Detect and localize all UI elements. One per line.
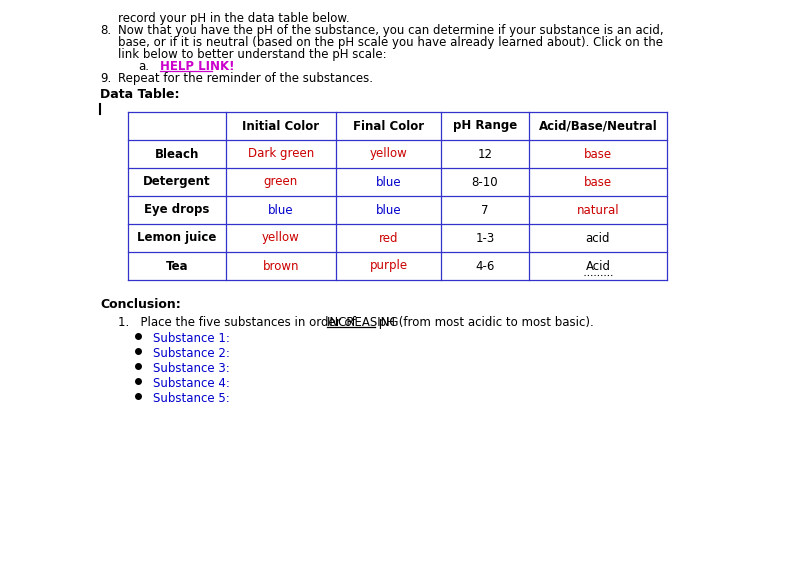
Text: record your pH in the data table below.: record your pH in the data table below. [118, 12, 350, 25]
Text: 8-10: 8-10 [472, 176, 498, 189]
Text: Lemon juice: Lemon juice [138, 231, 217, 245]
Text: Final Color: Final Color [353, 120, 424, 133]
Text: 7: 7 [482, 203, 489, 217]
Text: Initial Color: Initial Color [242, 120, 319, 133]
Text: base: base [584, 176, 612, 189]
Text: 12: 12 [478, 148, 493, 161]
Text: Bleach: Bleach [155, 148, 199, 161]
Text: Conclusion:: Conclusion: [100, 298, 181, 311]
Text: INCREASING: INCREASING [326, 316, 399, 329]
Text: pH Range: pH Range [453, 120, 517, 133]
Text: Data Table:: Data Table: [100, 88, 179, 101]
Text: base, or if it is neutral (based on the pH scale you have already learned about): base, or if it is neutral (based on the … [118, 36, 663, 49]
Text: base: base [584, 148, 612, 161]
Text: Substance 2:: Substance 2: [153, 347, 230, 360]
Text: 1-3: 1-3 [475, 231, 494, 245]
Text: 9.: 9. [100, 72, 111, 85]
Text: Substance 3:: Substance 3: [153, 362, 230, 375]
Text: red: red [378, 231, 398, 245]
Text: Acid/Base/Neutral: Acid/Base/Neutral [538, 120, 658, 133]
Text: 8.: 8. [100, 24, 111, 37]
Text: Detergent: Detergent [143, 176, 211, 189]
Text: a.: a. [138, 60, 149, 73]
Text: natural: natural [577, 203, 619, 217]
Text: Tea: Tea [166, 259, 188, 273]
Text: blue: blue [376, 203, 402, 217]
Text: blue: blue [268, 203, 294, 217]
Text: Substance 1:: Substance 1: [153, 332, 230, 345]
Text: yellow: yellow [370, 148, 407, 161]
Text: Dark green: Dark green [248, 148, 314, 161]
Text: green: green [264, 176, 298, 189]
Text: yellow: yellow [262, 231, 300, 245]
Text: acid: acid [586, 231, 610, 245]
Text: Substance 5:: Substance 5: [153, 392, 230, 405]
Text: pH (from most acidic to most basic).: pH (from most acidic to most basic). [375, 316, 594, 329]
Text: Acid: Acid [586, 259, 610, 273]
Text: 4-6: 4-6 [475, 259, 494, 273]
Text: Repeat for the reminder of the substances.: Repeat for the reminder of the substance… [118, 72, 373, 85]
Text: purple: purple [370, 259, 407, 273]
Text: Eye drops: Eye drops [144, 203, 210, 217]
Text: Substance 4:: Substance 4: [153, 377, 230, 390]
Text: Now that you have the pH of the substance, you can determine if your substance i: Now that you have the pH of the substanc… [118, 24, 664, 37]
Text: 1.   Place the five substances in order of: 1. Place the five substances in order of [118, 316, 359, 329]
Text: link below to better understand the pH scale:: link below to better understand the pH s… [118, 48, 386, 61]
Text: HELP LINK!: HELP LINK! [160, 60, 234, 73]
Text: blue: blue [376, 176, 402, 189]
Text: brown: brown [262, 259, 299, 273]
